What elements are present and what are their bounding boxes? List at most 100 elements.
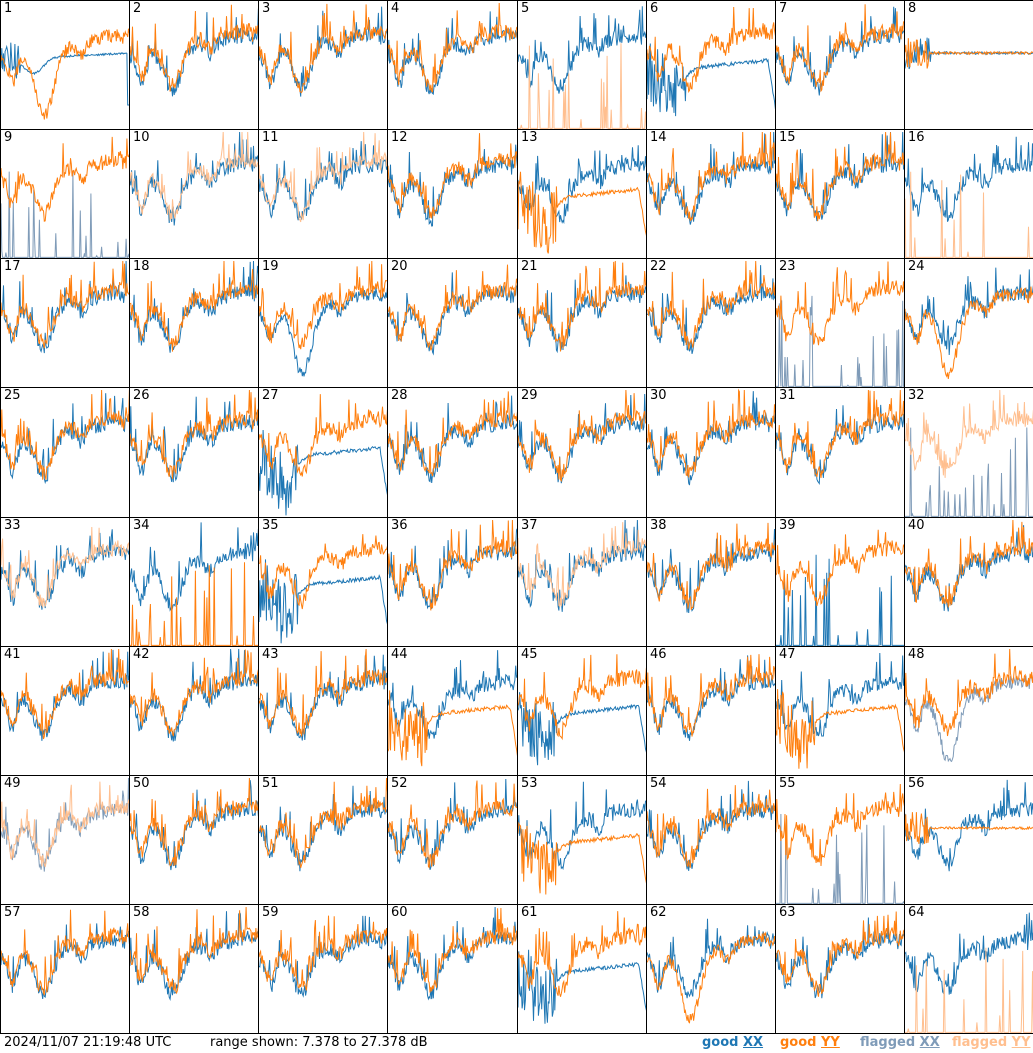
panel-24-plot (905, 267, 1033, 379)
panel-47-yy-line (776, 689, 904, 769)
panel-23-yy-line (776, 261, 904, 346)
panel-23: 23 (775, 258, 905, 388)
panel-43-number: 43 (262, 647, 279, 662)
legend-good-yy-suffix: YY (821, 1035, 840, 1050)
panel-61: 61 (517, 904, 647, 1034)
panel-48-plot (905, 648, 1033, 763)
legend-flagged-xx-prefix: flagged (860, 1035, 920, 1050)
panel-51-yy-line (259, 777, 387, 868)
panel-14-number: 14 (650, 130, 667, 145)
panel-45-number: 45 (521, 647, 538, 662)
panel-14: 14 (646, 129, 776, 259)
panel-1-xx-line (1, 42, 129, 106)
panel-44-yy-line (388, 690, 517, 767)
panel-44-xx-line (388, 650, 517, 739)
panel-42: 42 (129, 646, 259, 776)
panel-45-xx-line (518, 692, 646, 766)
panel-18-yy-line (130, 260, 258, 352)
panel-19-plot (259, 260, 387, 377)
panel-9-yy-line (1, 136, 129, 222)
panel-10-xx-line (130, 131, 258, 226)
panel-21: 21 (517, 258, 647, 388)
panel-17-yy-line (1, 260, 129, 349)
panel-51-number: 51 (262, 776, 279, 791)
panel-13-xx-line (518, 145, 646, 225)
panel-10: 10 (129, 129, 259, 259)
panel-11-number: 11 (262, 130, 279, 145)
panel-17-plot (1, 260, 129, 354)
panel-51-xx-line (259, 785, 387, 872)
footer-bar: 2024/11/07 21:19:48 UTC range shown: 7.3… (0, 1033, 1033, 1053)
panel-22-xx-line (647, 265, 775, 355)
panel-64-plot (905, 912, 1033, 1033)
panel-5-plot (518, 6, 646, 129)
panel-32-number: 32 (908, 388, 925, 403)
panel-19-number: 19 (262, 259, 279, 274)
panel-41: 41 (0, 646, 130, 776)
panel-45-yy-line (518, 654, 646, 741)
panel-43: 43 (258, 646, 388, 776)
panel-28-yy-line (388, 391, 517, 477)
panel-30-plot (647, 388, 775, 486)
panel-60-plot (388, 906, 517, 1001)
panel-36: 36 (387, 517, 518, 647)
panel-29-xx-line (518, 393, 646, 484)
legend-good-xx: good XX (702, 1033, 763, 1053)
panel-11: 11 (258, 129, 388, 259)
panel-16-number: 16 (908, 130, 925, 145)
panel-3-number: 3 (262, 1, 271, 16)
legend-flagged-xx: flagged XX (860, 1033, 940, 1053)
panel-13: 13 (517, 129, 647, 259)
panel-25-yy-line (1, 389, 129, 480)
panel-29-number: 29 (521, 388, 538, 403)
panel-56-plot (905, 779, 1033, 872)
panel-14-xx-line (647, 131, 775, 225)
panel-27: 27 (258, 387, 388, 518)
panel-33-xx-line (1, 529, 129, 610)
panel-4-plot (388, 2, 517, 96)
panel-2-yy-line (130, 4, 258, 92)
panel-61-xx-line (518, 949, 646, 1024)
panel-43-yy-line (259, 648, 387, 737)
panel-11-yy-line (259, 131, 387, 223)
panel-16-yy-line (905, 171, 1033, 258)
panel-49: 49 (0, 775, 130, 905)
panel-5: 5 (517, 0, 647, 130)
panel-44: 44 (387, 646, 518, 776)
panel-9-xx-line (1, 170, 129, 258)
panel-39-yy-line (776, 529, 904, 607)
panel-14-plot (647, 131, 775, 225)
panel-6-yy-line (647, 6, 775, 93)
panel-50-yy-line (130, 777, 258, 867)
panel-39-number: 39 (779, 518, 796, 533)
panel-26-number: 26 (133, 388, 150, 403)
panel-58-number: 58 (133, 905, 150, 920)
panel-34-yy-line (130, 562, 258, 646)
legend-flagged-yy-suffix: YY (1011, 1035, 1031, 1050)
panel-61-number: 61 (521, 905, 538, 920)
panel-54-yy-line (647, 785, 775, 868)
panel-4-number: 4 (391, 1, 400, 16)
panel-34-plot (130, 522, 258, 646)
panel-12-number: 12 (391, 130, 408, 145)
panel-51-plot (259, 777, 387, 872)
panel-20-xx-line (388, 272, 517, 356)
panel-63-plot (776, 911, 904, 999)
panel-29: 29 (517, 387, 647, 518)
panel-38: 38 (646, 517, 776, 647)
panel-53-yy-line (518, 821, 646, 895)
panel-49-plot (1, 777, 129, 872)
panel-63-number: 63 (779, 905, 796, 920)
panel-7-yy-line (776, 4, 904, 93)
panel-18: 18 (129, 258, 259, 388)
panel-63: 63 (775, 904, 905, 1034)
panel-35-yy-line (259, 534, 387, 610)
panel-39: 39 (775, 517, 905, 647)
panel-3-yy-line (259, 3, 387, 94)
panel-64: 64 (904, 904, 1033, 1034)
panel-12: 12 (387, 129, 518, 259)
panel-29-plot (518, 389, 646, 484)
panel-55-xx-line (776, 813, 904, 904)
panel-2-plot (130, 4, 258, 97)
